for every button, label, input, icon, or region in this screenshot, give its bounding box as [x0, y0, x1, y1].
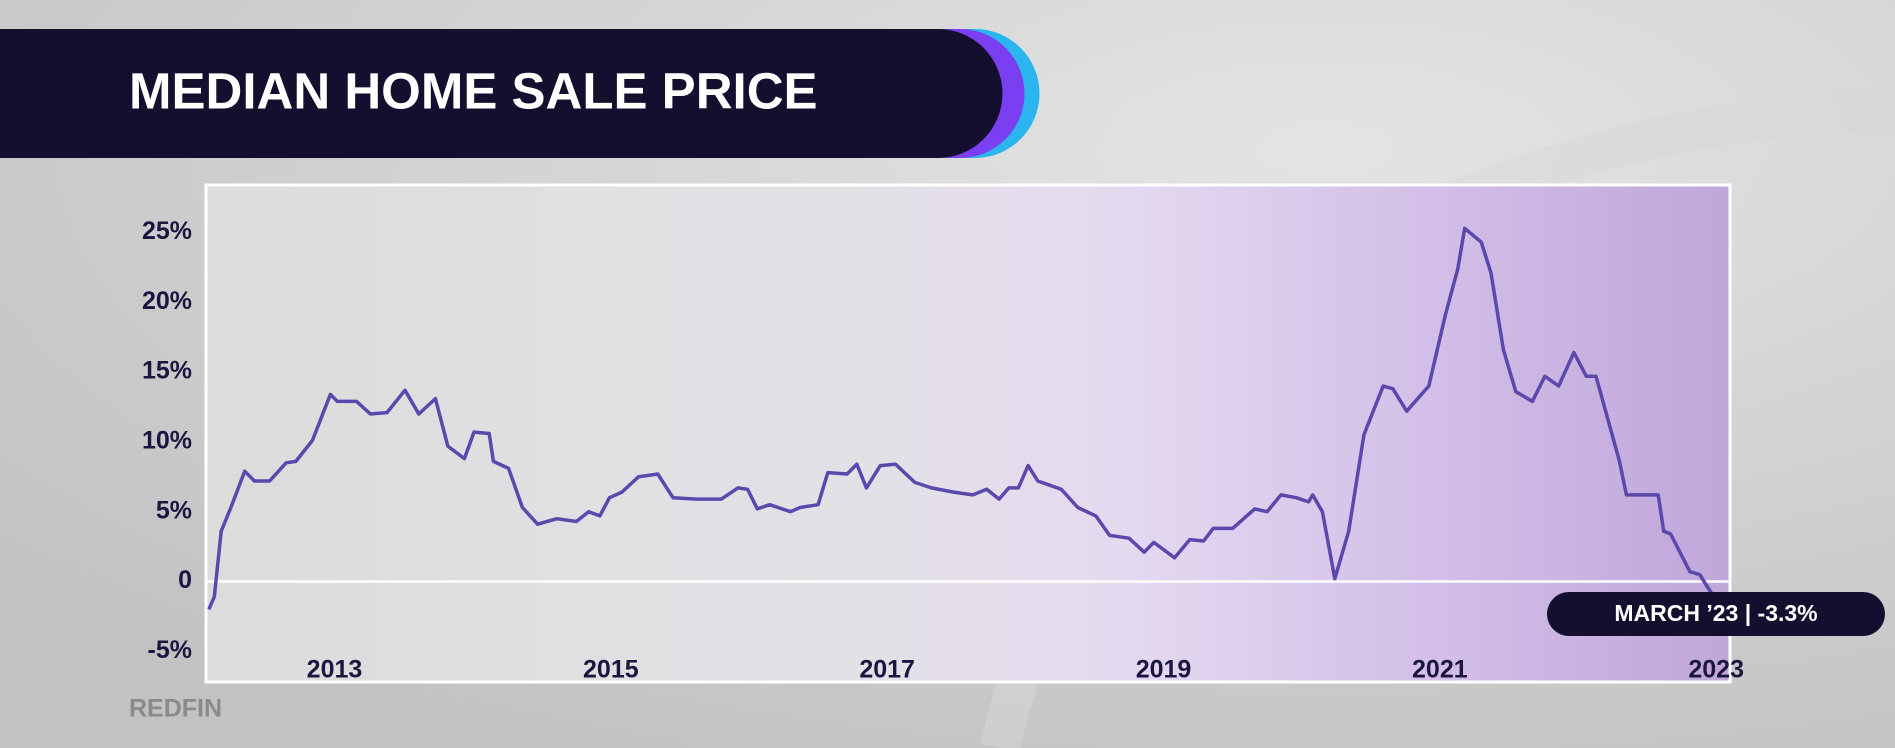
marks: -5% 0 5% 10% 15% 20% 25% 2013 2015 2017 2019 2021 20… — [142, 217, 1744, 684]
line — [207, 226, 1722, 629]
x-tick-label: 2021 — [1412, 656, 1468, 684]
y-tick-label: 0 — [178, 566, 192, 594]
y-tick-label: 10% — [142, 426, 192, 454]
y-tick-label: 5% — [156, 496, 192, 524]
y-tick-label: 20% — [142, 287, 192, 315]
annotation-box — [1547, 592, 1885, 636]
annotation: MARCH ’23 | -3.3% — [1614, 600, 1817, 626]
x-tick-label: 2017 — [859, 656, 915, 684]
x-tick-label: 2015 — [583, 656, 639, 684]
plot-area — [204, 183, 1732, 684]
y-tick-label: 15% — [142, 357, 192, 385]
source: REDFIN — [129, 695, 222, 723]
x-tick-label: 2019 — [1136, 656, 1192, 684]
banner — [0, 29, 1003, 158]
chart-title: MEDIAN HOME SALE PRICE — [129, 62, 818, 119]
x-tick-label: 2013 — [307, 656, 363, 684]
y-tick-label: -5% — [148, 636, 192, 664]
x-tick-label: 2023 — [1688, 656, 1744, 684]
y-tick-label: 25% — [142, 217, 192, 245]
